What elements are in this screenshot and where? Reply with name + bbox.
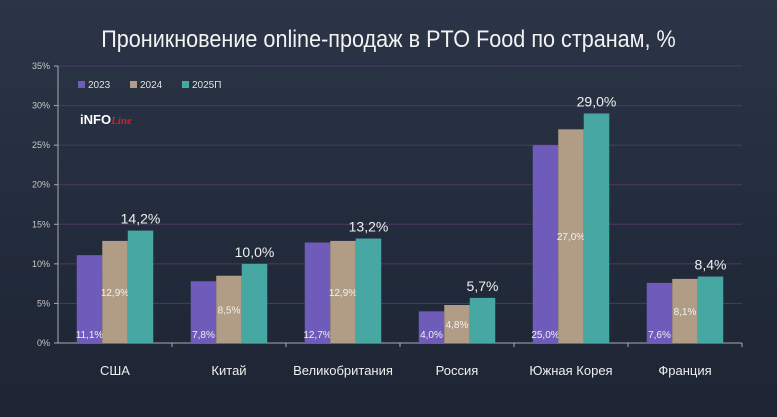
chart-title: Проникновение online-продаж в PTO Food п… xyxy=(101,26,676,53)
bar-2025П xyxy=(583,113,610,343)
data-label: 4,0% xyxy=(420,330,443,341)
data-label: 7,8% xyxy=(192,330,215,341)
bar-2025П xyxy=(241,263,268,343)
bar-2023 xyxy=(304,242,331,343)
data-label: 25,0% xyxy=(531,330,559,341)
data-label: 4,8% xyxy=(446,320,469,331)
data-label: 8,5% xyxy=(218,305,241,316)
legend-swatch xyxy=(130,81,137,88)
legend-label: 2023 xyxy=(88,80,111,91)
bar-2023 xyxy=(532,145,559,343)
legend-label: 2025П xyxy=(192,80,221,91)
bar-2023 xyxy=(418,311,445,343)
data-label: 11,1% xyxy=(76,330,104,341)
data-label: 29,0% xyxy=(577,93,617,109)
y-tick-label: 5% xyxy=(37,298,50,308)
data-label: 8,4% xyxy=(695,257,727,273)
bar-2024 xyxy=(672,278,698,343)
data-label: 14,2% xyxy=(121,211,161,227)
bar-2024 xyxy=(330,240,356,343)
x-tick-label: Франция xyxy=(658,363,711,378)
y-tick-label: 30% xyxy=(32,101,50,111)
logo-text-script: Line xyxy=(111,115,132,127)
x-tick-label: Китай xyxy=(211,363,246,378)
x-tick-label: США xyxy=(100,363,130,378)
legend-label: 2024 xyxy=(140,80,163,91)
y-tick-label: 0% xyxy=(37,338,50,348)
y-tick-label: 10% xyxy=(32,259,50,269)
data-label: 12,9% xyxy=(101,288,129,299)
x-tick-label: Россия xyxy=(436,363,479,378)
data-label: 27,0% xyxy=(557,232,585,243)
bar-2024 xyxy=(558,129,584,343)
y-tick-label: 20% xyxy=(32,180,50,190)
x-tick-label: Южная Корея xyxy=(529,363,612,378)
data-label: 12,7% xyxy=(303,330,331,341)
data-label: 8,1% xyxy=(674,307,697,318)
legend-swatch xyxy=(78,81,85,88)
data-label: 12,9% xyxy=(329,288,357,299)
bar-2024 xyxy=(444,305,470,343)
data-label: 13,2% xyxy=(349,219,389,235)
bar-2023 xyxy=(646,282,673,343)
y-tick-label: 25% xyxy=(32,140,50,150)
bar-2023 xyxy=(190,281,217,343)
bar-2024 xyxy=(216,275,242,343)
x-tick-label: Великобритания xyxy=(293,363,393,378)
bar-2025П xyxy=(469,297,496,343)
y-tick-label: 15% xyxy=(32,219,50,229)
data-label: 10,0% xyxy=(235,244,275,260)
bar-2023 xyxy=(76,255,103,343)
bar-2025П xyxy=(127,230,154,343)
bar-2025П xyxy=(697,276,724,343)
infoline-logo: iNFOLine xyxy=(80,112,132,127)
logo-text: iNFO xyxy=(80,112,112,127)
data-label: 5,7% xyxy=(467,278,499,294)
legend-swatch xyxy=(182,81,189,88)
data-label: 7,6% xyxy=(648,330,671,341)
y-tick-label: 35% xyxy=(32,61,50,71)
bar-2024 xyxy=(102,240,128,343)
bar-2025П xyxy=(355,238,382,343)
